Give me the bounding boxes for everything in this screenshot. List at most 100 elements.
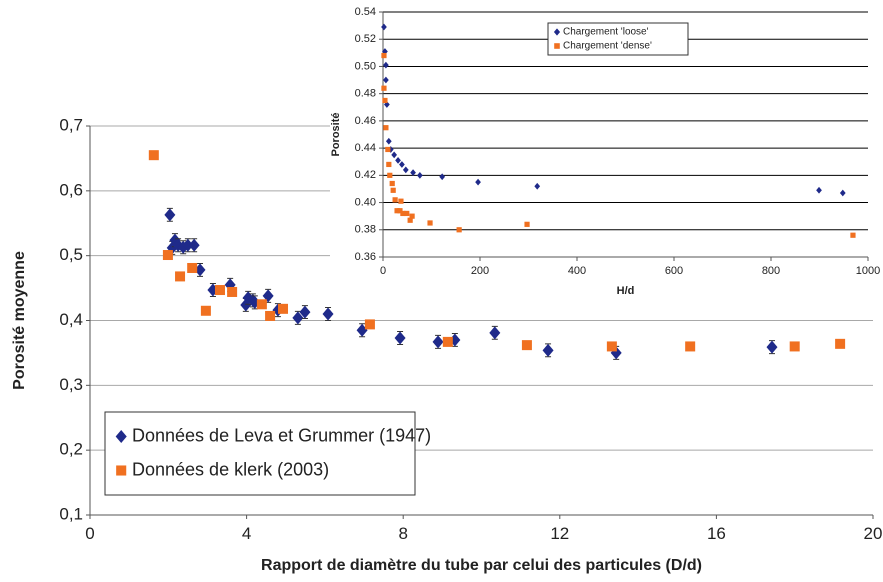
point bbox=[381, 85, 387, 91]
y-tick-label: 0.44 bbox=[355, 142, 376, 154]
y-tick-label: 0,4 bbox=[59, 310, 83, 329]
legend bbox=[547, 22, 689, 56]
y-tick-label: 0,1 bbox=[59, 504, 83, 523]
x-tick-label: 600 bbox=[665, 265, 683, 277]
point bbox=[394, 208, 400, 214]
point bbox=[402, 166, 409, 174]
point bbox=[399, 161, 405, 168]
point bbox=[382, 48, 388, 55]
point bbox=[816, 186, 822, 194]
point bbox=[256, 299, 267, 310]
point bbox=[364, 319, 375, 330]
point bbox=[182, 238, 194, 252]
point bbox=[292, 311, 304, 325]
x-axis-label: H/d bbox=[617, 285, 635, 297]
x-tick-label: 200 bbox=[471, 265, 489, 277]
point bbox=[385, 146, 391, 153]
point bbox=[387, 146, 394, 153]
legend-label: Chargement 'loose' bbox=[563, 27, 649, 38]
x-tick-label: 20 bbox=[864, 524, 883, 543]
point bbox=[214, 285, 225, 296]
point bbox=[524, 221, 530, 227]
point bbox=[398, 198, 404, 204]
point bbox=[188, 238, 200, 252]
point bbox=[187, 262, 198, 273]
x-tick-label: 16 bbox=[707, 524, 726, 543]
y-tick-label: 0,3 bbox=[59, 375, 83, 394]
point bbox=[456, 227, 462, 233]
y-tick-label: 0,6 bbox=[59, 180, 83, 199]
point bbox=[400, 210, 406, 217]
point bbox=[383, 76, 389, 84]
point bbox=[384, 101, 390, 108]
point bbox=[381, 52, 387, 59]
y-tick-label: 0.54 bbox=[355, 6, 376, 18]
point bbox=[394, 331, 406, 345]
point bbox=[397, 208, 403, 214]
legend-label: Données de Leva et Grummer (1947) bbox=[132, 425, 431, 445]
legend-marker bbox=[553, 28, 561, 36]
point bbox=[387, 172, 393, 178]
y-tick-label: 0.36 bbox=[355, 251, 376, 263]
point bbox=[439, 173, 446, 181]
x-tick-label: 4 bbox=[242, 524, 251, 543]
point bbox=[194, 263, 206, 277]
legend bbox=[104, 411, 416, 496]
point bbox=[489, 326, 501, 340]
legend-marker bbox=[116, 465, 127, 476]
point bbox=[407, 217, 413, 223]
y-axis-label: Porosité moyenne bbox=[11, 251, 28, 390]
point bbox=[200, 305, 211, 316]
point bbox=[262, 289, 274, 303]
point bbox=[392, 197, 398, 203]
point bbox=[385, 137, 392, 145]
point bbox=[395, 156, 401, 164]
point bbox=[417, 171, 423, 179]
point bbox=[789, 341, 800, 352]
legend-marker bbox=[115, 429, 127, 444]
x-tick-label: 8 bbox=[398, 524, 407, 543]
point bbox=[148, 150, 159, 161]
y-tick-label: 0.40 bbox=[355, 196, 376, 208]
y-tick-label: 0.50 bbox=[355, 60, 376, 72]
point bbox=[475, 178, 481, 186]
point bbox=[409, 213, 415, 219]
point bbox=[175, 271, 186, 282]
point bbox=[442, 336, 453, 347]
x-tick-label: 0 bbox=[85, 524, 94, 543]
point bbox=[404, 210, 410, 217]
point bbox=[386, 161, 392, 168]
legend-marker bbox=[554, 43, 560, 49]
point bbox=[534, 182, 541, 190]
point bbox=[389, 180, 395, 187]
y-tick-label: 0,2 bbox=[59, 440, 83, 459]
x-tick-label: 1000 bbox=[856, 265, 880, 277]
x-tick-label: 0 bbox=[380, 265, 386, 277]
point bbox=[606, 341, 617, 352]
point bbox=[265, 310, 276, 321]
point bbox=[383, 61, 389, 69]
x-axis-label: Rapport de diamètre du tube par celui de… bbox=[261, 557, 702, 574]
point bbox=[850, 232, 856, 238]
point bbox=[227, 286, 238, 297]
y-tick-label: 0.48 bbox=[355, 88, 376, 100]
point bbox=[278, 303, 289, 314]
y-tick-label: 0.52 bbox=[355, 33, 376, 45]
point bbox=[835, 338, 846, 349]
y-tick-label: 0,5 bbox=[59, 245, 83, 264]
y-tick-label: 0.46 bbox=[355, 115, 376, 127]
y-tick-label: 0.42 bbox=[355, 169, 376, 181]
legend-label: Chargement 'dense' bbox=[563, 41, 652, 52]
point bbox=[391, 151, 398, 159]
point bbox=[410, 169, 416, 176]
point bbox=[383, 125, 389, 131]
point bbox=[766, 340, 778, 354]
point bbox=[162, 250, 173, 261]
point bbox=[322, 307, 334, 321]
point bbox=[542, 343, 554, 357]
point bbox=[390, 187, 396, 193]
point bbox=[382, 97, 388, 104]
point bbox=[164, 208, 176, 222]
point bbox=[685, 341, 696, 352]
